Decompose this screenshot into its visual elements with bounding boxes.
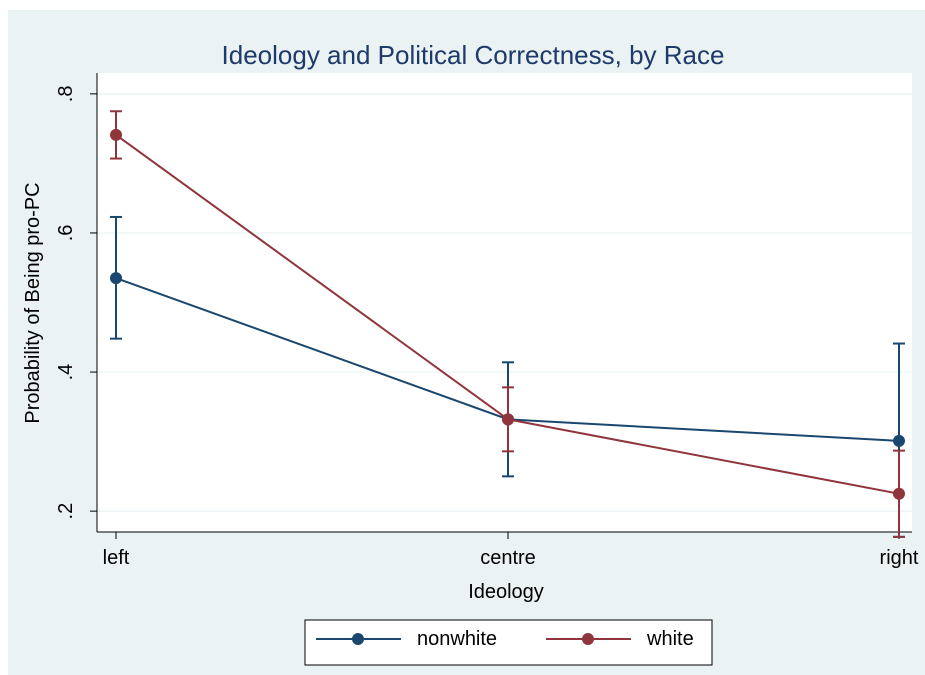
y-axis-label: Probability of Being pro-PC — [22, 182, 44, 423]
y-tick-label: .6 — [55, 225, 77, 242]
data-point — [110, 272, 122, 285]
y-axis-ticks: .2 .4 .6 .8 — [55, 86, 97, 520]
x-tick-label: left — [103, 547, 130, 569]
legend: nonwhite white — [304, 619, 713, 666]
x-tick-label: right — [880, 547, 919, 569]
y-tick-label: .4 — [55, 364, 77, 381]
y-tick-label: .2 — [55, 503, 77, 520]
x-axis-ticks: left centre right — [103, 532, 919, 569]
y-tick-label: .8 — [55, 86, 77, 103]
legend-marker-white — [582, 633, 594, 645]
x-axis-label: Ideology — [468, 581, 544, 603]
legend-marker-nonwhite — [352, 633, 364, 645]
plot-area — [97, 73, 912, 532]
series-white — [110, 110, 905, 538]
data-point — [502, 413, 514, 426]
legend-label-nonwhite: nonwhite — [417, 628, 497, 650]
data-point — [110, 128, 122, 141]
x-tick-label: centre — [480, 547, 536, 569]
legend-box — [304, 619, 713, 666]
chart-title: Ideology and Political Correctness, by R… — [222, 40, 725, 70]
legend-label-white: white — [646, 628, 694, 650]
gridlines — [97, 93, 912, 512]
series-layer — [110, 110, 905, 538]
data-point — [893, 487, 905, 500]
data-point — [893, 434, 905, 447]
